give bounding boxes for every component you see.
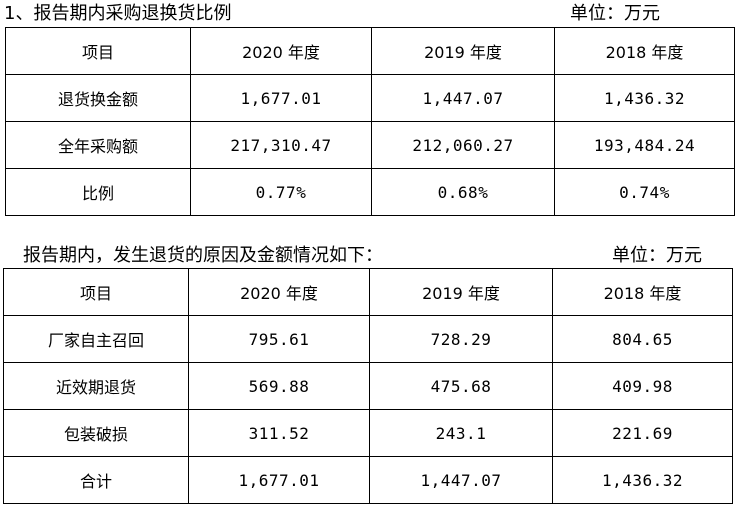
table-row: 退货换金额 1,677.01 1,447.07 1,436.32 (5, 74, 735, 122)
table-row: 包装破损 311.52 243.1 221.69 (3, 409, 733, 457)
table-cell: 409.98 (552, 362, 733, 410)
table-cell: 1,447.07 (369, 456, 553, 504)
table-header-row: 项目 2020 年度 2019 年度 2018 年度 (5, 27, 735, 75)
section2-title: 报告期内，发生退货的原因及金额情况如下： (23, 245, 383, 266)
table-cell: 569.88 (188, 362, 370, 410)
table-cell: 728.29 (369, 315, 553, 363)
header-cell: 2019 年度 (371, 27, 555, 75)
table-cell: 475.68 (369, 362, 553, 410)
table-cell: 1,677.01 (188, 456, 370, 504)
table-cell: 795.61 (188, 315, 370, 363)
row-label: 包装破损 (3, 409, 189, 457)
section2-unit: 单位：万元 (612, 245, 702, 266)
table-cell: 0.77% (190, 168, 372, 216)
table-total-row: 合计 1,677.01 1,447.07 1,436.32 (3, 456, 733, 504)
header-cell: 2020 年度 (190, 27, 372, 75)
table-row: 全年采购额 217,310.47 212,060.27 193,484.24 (5, 121, 735, 169)
table-cell: 193,484.24 (554, 121, 735, 169)
header-cell: 2020 年度 (188, 268, 370, 316)
table-row: 比例 0.77% 0.68% 0.74% (5, 168, 735, 216)
table-cell: 0.74% (554, 168, 735, 216)
table-cell: 212,060.27 (371, 121, 555, 169)
section1-title: 1、报告期内采购退换货比例 (4, 3, 232, 24)
table-cell: 1,447.07 (371, 74, 555, 122)
table-cell: 804.65 (552, 315, 733, 363)
table-cell: 311.52 (188, 409, 370, 457)
row-label: 近效期退货 (3, 362, 189, 410)
table-cell: 1,436.32 (554, 74, 735, 122)
return-reasons-table: 项目 2020 年度 2019 年度 2018 年度 厂家自主召回 795.61… (3, 268, 733, 504)
table-cell: 243.1 (369, 409, 553, 457)
table-cell: 221.69 (552, 409, 733, 457)
header-cell: 2019 年度 (369, 268, 553, 316)
row-label: 合计 (3, 456, 189, 504)
header-cell: 2018 年度 (552, 268, 733, 316)
table-cell: 0.68% (371, 168, 555, 216)
header-cell: 项目 (5, 27, 191, 75)
row-label: 全年采购额 (5, 121, 191, 169)
table-header-row: 项目 2020 年度 2019 年度 2018 年度 (3, 268, 733, 316)
section1-unit: 单位：万元 (570, 3, 660, 24)
return-ratio-table: 项目 2020 年度 2019 年度 2018 年度 退货换金额 1,677.0… (5, 27, 735, 216)
table-cell: 217,310.47 (190, 121, 372, 169)
row-label: 厂家自主召回 (3, 315, 189, 363)
header-cell: 项目 (3, 268, 189, 316)
table-row: 近效期退货 569.88 475.68 409.98 (3, 362, 733, 410)
table-row: 厂家自主召回 795.61 728.29 804.65 (3, 315, 733, 363)
row-label: 退货换金额 (5, 74, 191, 122)
row-label: 比例 (5, 168, 191, 216)
table-cell: 1,677.01 (190, 74, 372, 122)
header-cell: 2018 年度 (554, 27, 735, 75)
table-cell: 1,436.32 (552, 456, 733, 504)
